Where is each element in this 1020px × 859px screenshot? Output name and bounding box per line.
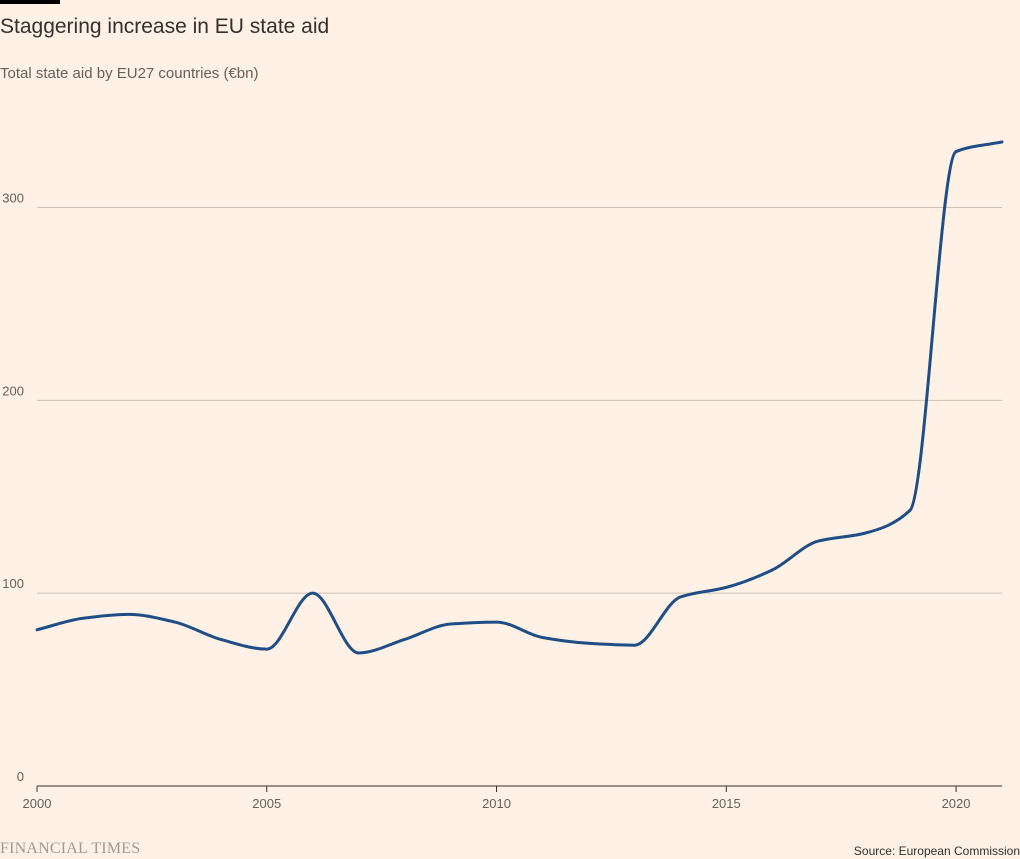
y-tick-label-100: 100 (2, 576, 24, 591)
y-tick-label-200: 200 (2, 383, 24, 398)
ft-logo: FINANCIAL TIMES (0, 840, 141, 857)
x-tick-label-2020: 2020 (942, 796, 971, 811)
x-tick-label-2010: 2010 (482, 796, 511, 811)
y-tick-label-0: 0 (17, 769, 24, 784)
brand-top-bar (0, 0, 60, 4)
y-tick-label-300: 300 (2, 190, 24, 205)
x-tick-label-2005: 2005 (252, 796, 281, 811)
x-tick-label-2000: 2000 (23, 796, 52, 811)
source-note: Source: European Commission (853, 844, 1020, 858)
series-line-0 (35, 140, 1004, 655)
series-layer (35, 140, 1004, 655)
axes: 0 100 200 300 2000 2005 2010 2015 2020 (2, 190, 1002, 811)
gridlines (37, 206, 1002, 594)
chart-subtitle: Total state aid by EU27 countries (€bn) (0, 65, 259, 82)
chart-title: Staggering increase in EU state aid (0, 15, 330, 38)
x-tick-label-2015: 2015 (712, 796, 741, 811)
